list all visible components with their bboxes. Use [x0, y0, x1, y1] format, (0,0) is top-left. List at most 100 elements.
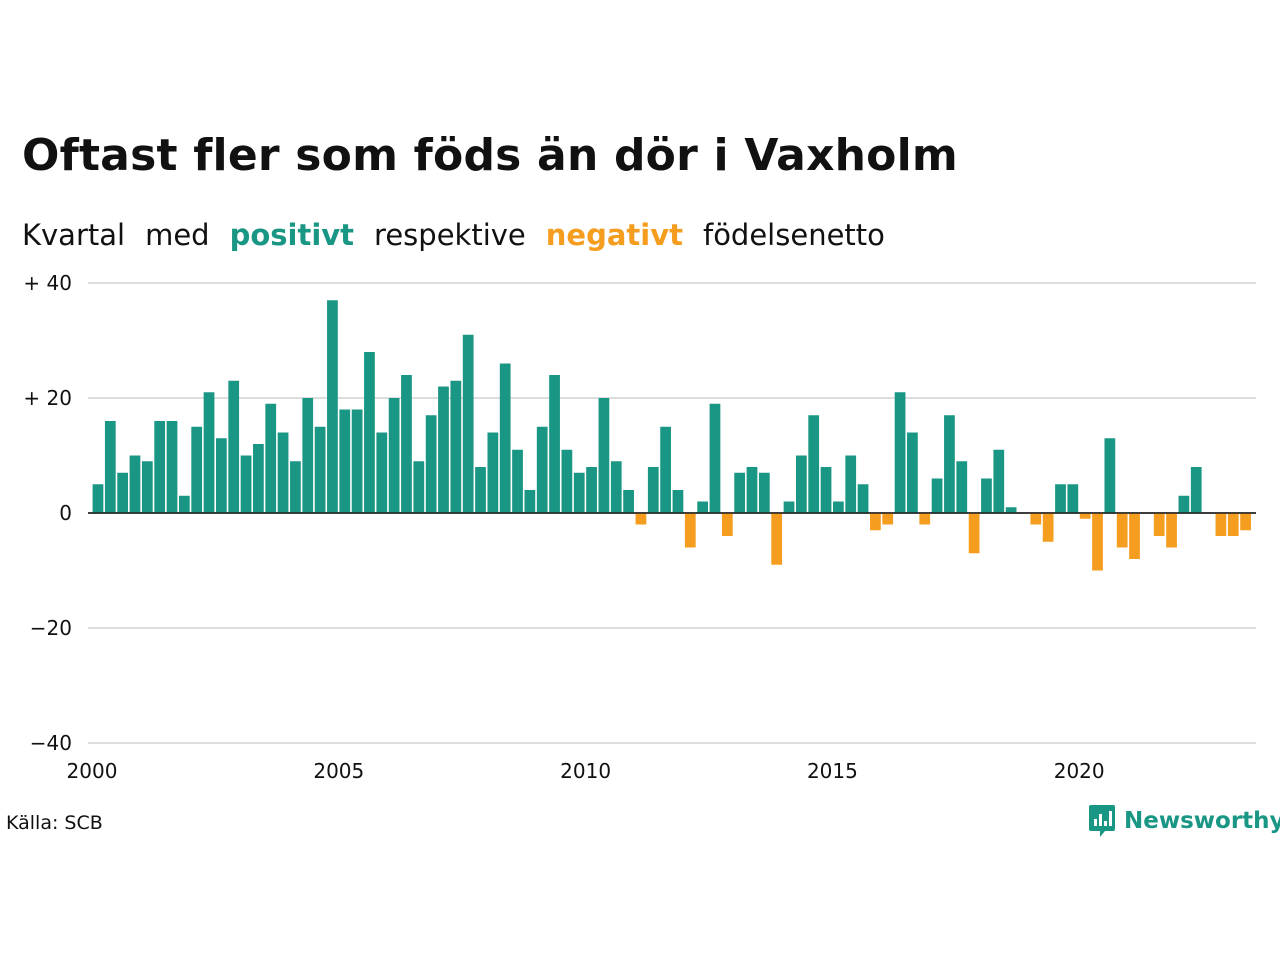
bar-positive — [820, 467, 832, 513]
bar-positive — [1104, 438, 1116, 513]
bar-positive — [228, 380, 240, 513]
bar-positive — [92, 484, 104, 513]
bar-positive — [302, 398, 314, 513]
bar-positive — [783, 501, 795, 513]
bar-negative — [635, 513, 647, 525]
bar-positive — [240, 455, 252, 513]
bar-positive — [216, 438, 227, 513]
bar-negative — [919, 513, 931, 525]
x-tick-label: 2020 — [1054, 759, 1105, 783]
subtitle-word-fodelsenetto: födelsenetto — [702, 218, 885, 252]
x-tick-label: 2010 — [560, 759, 611, 783]
subtitle-word-kvartal: Kvartal — [22, 218, 126, 252]
bar-positive — [1005, 507, 1017, 513]
bar-negative — [721, 513, 733, 536]
bar-positive — [401, 375, 412, 513]
y-tick-label: −40 — [30, 731, 72, 755]
bar-negative — [968, 513, 980, 554]
bar-positive — [1067, 484, 1079, 513]
bar-positive — [586, 467, 597, 513]
bar-positive — [931, 478, 943, 513]
bar-positive — [438, 386, 449, 513]
bar-positive — [425, 415, 437, 513]
bar-negative — [1079, 513, 1091, 519]
bar-positive — [253, 444, 264, 513]
subtitle-word-respektive: respektive — [374, 218, 526, 252]
newsworthy-logo: Newsworthy — [1088, 804, 1280, 838]
bar-negative — [1215, 513, 1227, 536]
bar-positive — [129, 455, 141, 513]
bar-positive — [894, 392, 906, 513]
bar-positive — [364, 352, 375, 513]
bar-positive — [487, 432, 499, 513]
bar-negative — [684, 513, 696, 548]
bar-positive — [561, 449, 573, 513]
bar-negative — [870, 513, 881, 531]
bar-negative — [771, 513, 783, 565]
bar-positive — [993, 449, 1005, 513]
bar-positive — [610, 461, 622, 513]
newsworthy-logo-text: Newsworthy — [1124, 808, 1280, 834]
subtitle-positive: positivt — [229, 218, 355, 252]
bar-positive — [660, 426, 671, 513]
bar-positive — [758, 472, 770, 513]
bar-positive — [413, 461, 425, 513]
subtitle-negative: negativt — [545, 218, 683, 252]
bar-positive — [845, 455, 857, 513]
bar-positive — [376, 432, 388, 513]
bar-positive — [524, 490, 536, 513]
bar-positive — [327, 300, 338, 513]
bar-positive — [1178, 495, 1190, 513]
bar-positive — [808, 415, 820, 513]
bar-negative — [1240, 513, 1251, 531]
bar-positive — [907, 432, 918, 513]
bar-positive — [734, 472, 746, 513]
bar-positive — [388, 398, 400, 513]
bar-positive — [178, 495, 190, 513]
bar-negative — [1092, 513, 1103, 571]
bar-positive — [647, 467, 659, 513]
bar-positive — [709, 403, 721, 513]
y-tick-label: + 20 — [23, 386, 72, 410]
bar-positive — [536, 426, 548, 513]
bar-negative — [1116, 513, 1128, 548]
bar-positive — [672, 490, 684, 513]
bar-positive — [351, 409, 363, 513]
chart-subtitle: Kvartal med positivt respektive negativt föde… — [22, 218, 905, 252]
bar-positive — [475, 467, 486, 513]
y-tick-label: + 40 — [23, 271, 72, 295]
bar-negative — [1153, 513, 1165, 536]
bar-positive — [141, 461, 153, 513]
bar-positive — [956, 461, 968, 513]
bar-positive — [290, 461, 301, 513]
bar-positive — [450, 380, 462, 513]
bar-positive — [462, 334, 474, 513]
bar-positive — [512, 449, 523, 513]
x-tick-label: 2015 — [807, 759, 858, 783]
bar-positive — [314, 426, 326, 513]
bar-positive — [833, 501, 844, 513]
subtitle-word-med: med — [145, 218, 210, 252]
bar-positive — [191, 426, 203, 513]
bar-positive — [166, 421, 178, 513]
bar-negative — [882, 513, 894, 525]
chart-title: Oftast fler som föds än dör i Vaxholm — [22, 130, 958, 181]
bar-negative — [1129, 513, 1140, 559]
bar-positive — [573, 472, 585, 513]
bar-positive — [746, 467, 758, 513]
bar-chart: + 40 + 20 0 −20 −40 2000 2005 2010 2015 2020 — [23, 271, 1256, 783]
bar-positive — [981, 478, 992, 513]
bar-positive — [623, 490, 634, 513]
bar-positive — [795, 455, 807, 513]
bar-negative — [1227, 513, 1239, 536]
bar-negative — [1042, 513, 1054, 542]
x-tick-label: 2000 — [67, 759, 118, 783]
bar-positive — [598, 398, 610, 513]
bar-positive — [857, 484, 869, 513]
bar-negative — [1166, 513, 1177, 548]
bar-positive — [1190, 467, 1202, 513]
y-tick-label: 0 — [59, 501, 72, 525]
bar-positive — [117, 472, 129, 513]
bar-positive — [277, 432, 289, 513]
x-tick-label: 2005 — [313, 759, 364, 783]
